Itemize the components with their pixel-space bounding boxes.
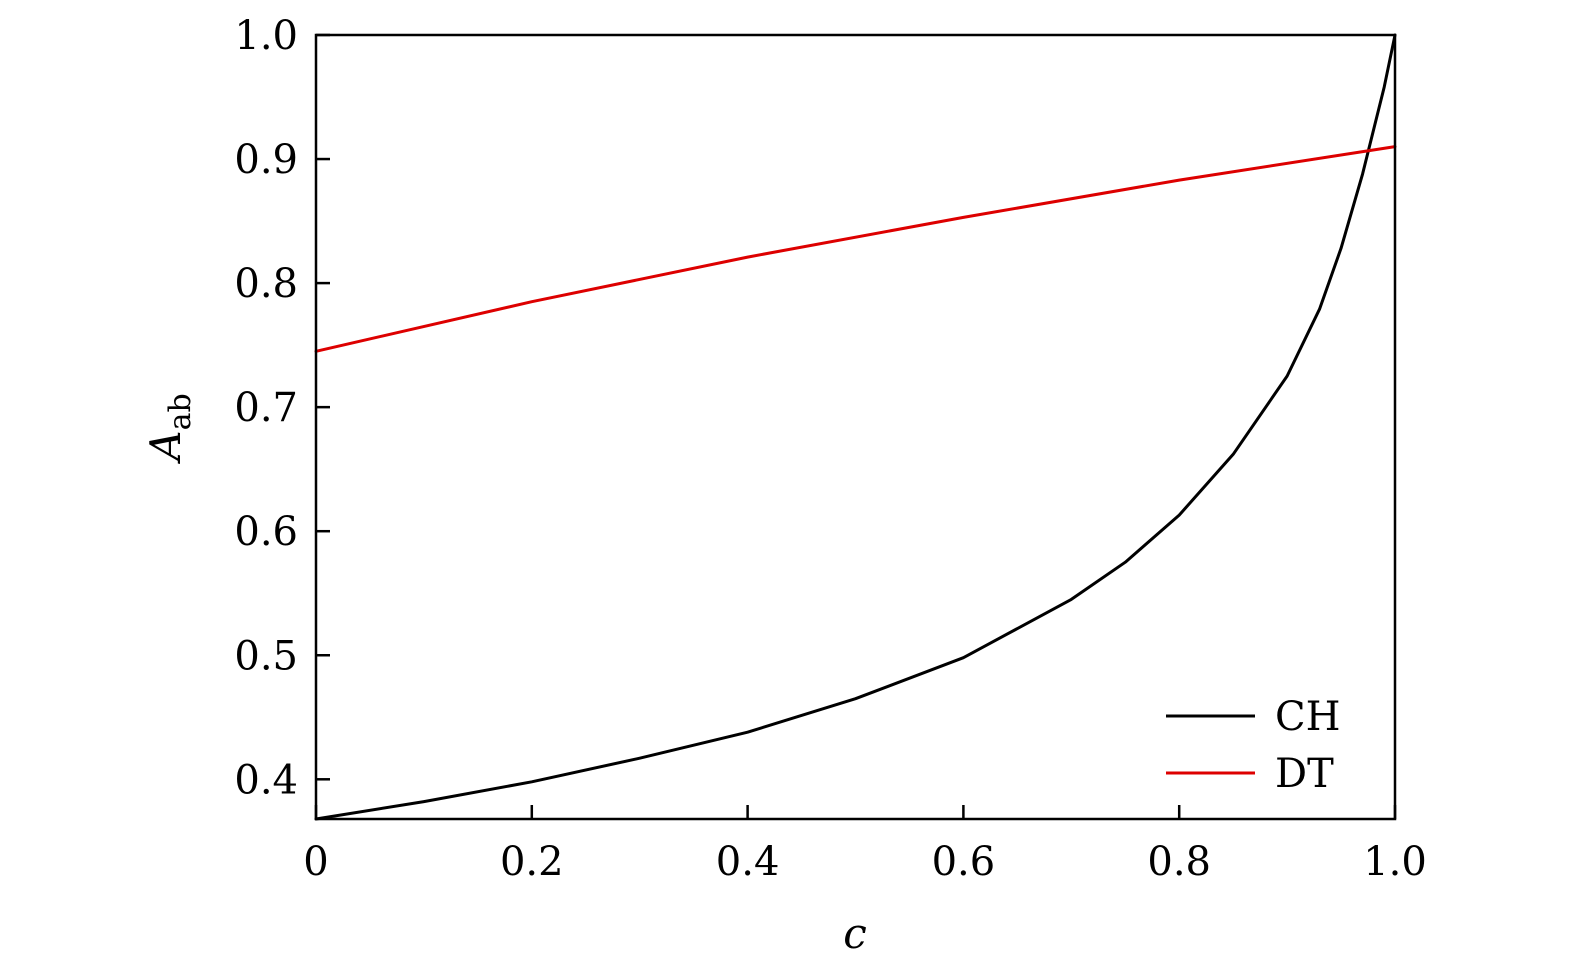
x-tick-label: 1.0 (1363, 839, 1427, 885)
ticks-layer (314, 33, 1397, 819)
x-tick-label: 0.6 (932, 839, 996, 885)
x-tick-label: 0.4 (716, 839, 780, 885)
y-tick-label: 0.8 (234, 261, 298, 307)
y-tick-label: 0.6 (234, 509, 298, 555)
y-tick-label: 0.4 (234, 757, 298, 803)
y-tick-label: 0.7 (234, 385, 298, 431)
labels-layer: 0 0.2 0.4 0.6 0.8 1.0 0.4 0.5 0.6 0.7 0.8 0.9 1.0 (234, 13, 1426, 885)
y-tick-label: 1.0 (234, 13, 298, 59)
series-layer (314, 33, 1397, 821)
series-line-ch (314, 33, 1397, 821)
y-tick-label: 0.5 (234, 633, 298, 679)
legend: CH DT (1166, 694, 1341, 797)
y-axis-label-sub: ab (163, 393, 198, 430)
x-tick-label: 0.8 (1147, 839, 1211, 885)
y-axis-label: Aab (141, 393, 198, 464)
legend-label-dt: DT (1275, 751, 1334, 797)
x-axis-label: c (843, 909, 867, 958)
series-line-dt (314, 145, 1397, 353)
legend-label-ch: CH (1275, 694, 1341, 740)
y-axis-label-main: A (141, 430, 190, 464)
y-tick-label: 0.9 (234, 137, 298, 183)
x-tick-label: 0.2 (500, 839, 564, 885)
plot-frame (314, 33, 1397, 821)
x-tick-label: 0 (303, 839, 328, 885)
